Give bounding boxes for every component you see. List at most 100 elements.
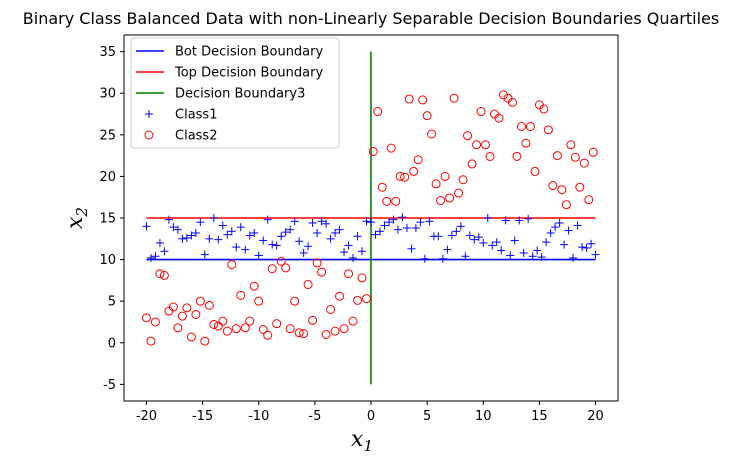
class1-point [331,228,340,237]
class2-point [335,291,345,301]
class1-point [299,248,308,257]
class2-point [431,179,441,189]
class1-point [389,215,398,224]
class2-point [422,111,432,121]
class2-point [299,329,309,339]
class2-point [168,302,178,312]
legend-label: Bot Decision Boundary [175,45,323,60]
class1-point [438,254,447,263]
class2-point [404,94,414,104]
class1-point [250,228,259,237]
class2-point [373,107,383,117]
class2-point [312,258,322,268]
class1-point [142,222,151,231]
class2-point [413,155,423,165]
class1-point [492,238,501,247]
decision-boundaries [146,51,596,385]
class1-point [380,221,389,230]
y-tick-label: 25 [99,128,116,143]
class1-point [533,246,542,255]
x-tick-label: 20 [587,409,604,424]
class1-point [393,225,402,234]
class2-point [263,330,273,340]
class2-point [445,193,455,203]
legend-item: Class2 [144,129,217,144]
class1-point [501,216,510,225]
class1-point [411,223,420,232]
legend-label: Class2 [175,129,217,144]
class2-point [141,313,151,323]
class2-point [200,336,210,346]
class2-point [467,159,477,169]
class2-point [191,309,201,319]
class1-point [209,214,218,222]
class2-point [530,166,540,176]
legend-label: Class1 [175,108,217,123]
class2-point [481,140,491,150]
class2-point [321,329,331,339]
class1-point [182,233,191,242]
legend-item: Decision Boundary3 [136,87,305,102]
class1-point [479,238,488,247]
class1-point [465,231,474,240]
class1-point [483,214,492,222]
class2-point [240,323,250,333]
x-tick-label: 10 [475,409,492,424]
y-tick-label: 30 [99,87,116,102]
class2-point [353,295,363,305]
class2-point [209,319,219,329]
class1-point [295,237,304,246]
class1-point [519,248,528,257]
class2-point [272,319,282,329]
class2-point [195,296,205,306]
legend-circle-marker [144,130,154,140]
y-tick-label: 5 [108,295,116,310]
class1-point [398,213,407,222]
class1-point [587,239,596,248]
class2-point [362,294,372,304]
class2-point [303,280,313,290]
class1-point [335,225,344,234]
class1-point [515,216,524,225]
x-axis: -20 -15 -10 -5 0 5 10 15 20 [136,401,604,424]
legend-item: Bot Decision Boundary [136,45,323,60]
y-tick-label: -5 [103,378,116,393]
class2-point [173,323,183,333]
class2-point [294,328,304,338]
class1-point [510,236,519,245]
class1-point [286,225,295,234]
class1-point [488,241,497,250]
class2-point [418,95,428,105]
class2-point [285,324,295,334]
class1-point [281,228,290,237]
class1-point [375,227,384,236]
class2-point [391,196,401,206]
y-axis-label: x2 [63,207,91,229]
class1-point [353,232,362,241]
class1-point [272,241,281,250]
class2-point [575,182,585,192]
class2-point [588,147,598,157]
class1-point [277,232,286,241]
class2-point [236,290,246,300]
x-tick-label: -10 [248,409,269,424]
class2-point [377,182,387,192]
y-tick-label: 20 [99,170,116,185]
class1-point [173,225,182,234]
class1-point [205,234,214,243]
class1-point [524,214,533,223]
y-tick-label: 35 [99,45,116,60]
class1-point [582,243,591,252]
class1-point [155,238,164,247]
class1-point [452,227,461,236]
class2-point [525,122,535,131]
class2-point [368,146,378,156]
y-axis: -5 0 5 10 15 20 25 30 35 [99,45,124,393]
class1-point [263,215,272,224]
class1-point [196,218,205,227]
class2-point [521,138,531,148]
x-tick-label: 15 [531,409,548,424]
class1-point [537,253,546,262]
data-points [141,90,600,346]
